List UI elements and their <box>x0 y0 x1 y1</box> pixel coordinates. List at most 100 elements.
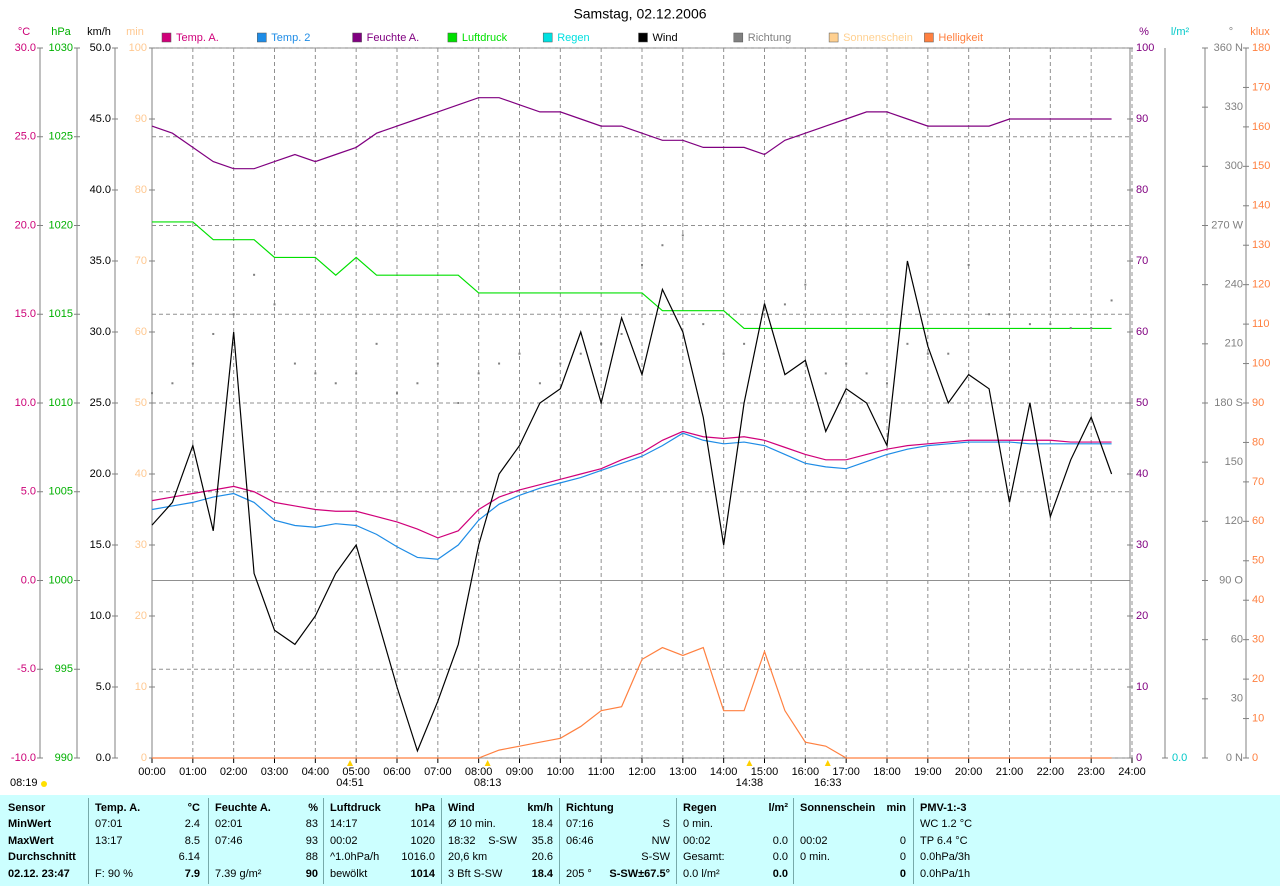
x-tick-label: 03:00 <box>261 766 289 778</box>
x-tick-label: 22:00 <box>1037 766 1065 778</box>
separator <box>559 798 560 884</box>
x-tick-label: 04:00 <box>302 766 330 778</box>
x-tick-label: 23:00 <box>1077 766 1105 778</box>
table-cell: 00:02 <box>330 834 358 847</box>
series-line <box>151 260 1113 753</box>
axis-unit: km/h <box>87 26 111 38</box>
direction-dot <box>1028 323 1031 326</box>
y-tick-label: 5.0 <box>96 681 111 693</box>
table-cell: 3 Bft S-SW <box>448 867 503 880</box>
y-tick-label: 1025 <box>49 131 73 143</box>
table-header: % <box>308 802 318 814</box>
y-tick-label: 270 W <box>1211 219 1243 231</box>
legend-swatch <box>733 32 744 43</box>
y-tick-label: 30 <box>135 539 147 551</box>
table-cell: 8.5 <box>184 834 200 847</box>
separator <box>208 798 209 884</box>
table-cell: 20.6 <box>531 851 553 863</box>
x-tick-label: 07:00 <box>424 766 452 778</box>
direction-dot <box>702 323 705 326</box>
direction-dot <box>355 372 358 375</box>
y-tick-label: 60 <box>1231 634 1243 646</box>
direction-dot <box>416 382 419 385</box>
table-cell: 205 ° <box>566 867 592 880</box>
direction-dot <box>396 392 398 395</box>
y-tick-label: 130 <box>1252 239 1270 251</box>
direction-dot <box>947 352 950 355</box>
table-cell: 06:46 <box>566 834 594 847</box>
y-tick-label: 0 <box>1136 752 1142 764</box>
y-tick-label: 40.0 <box>90 184 111 196</box>
direction-dot <box>681 234 684 237</box>
y-tick-label: 300 <box>1225 160 1243 172</box>
y-tick-label: 160 <box>1252 121 1270 133</box>
y-tick-label: 10 <box>1252 712 1264 724</box>
x-tick-label: 21:00 <box>996 766 1024 778</box>
table-cell: 1014 <box>410 818 435 830</box>
y-tick-label: 90 <box>135 113 147 125</box>
table-cell: 88 <box>305 851 318 863</box>
direction-dot <box>191 362 194 365</box>
table-cell: 6.14 <box>178 851 200 863</box>
y-tick-label: 360 N <box>1214 42 1243 54</box>
table-cell: 18.4 <box>531 867 553 880</box>
series-line <box>152 646 1112 759</box>
y-tick-label: 60 <box>1252 515 1264 527</box>
x-tick-label: 24:00 <box>1118 766 1146 778</box>
x-tick-label: 19:00 <box>914 766 942 778</box>
table-header: hPa <box>414 802 435 814</box>
y-tick-label: 10.0 <box>15 397 36 409</box>
y-tick-label: 1010 <box>49 397 73 409</box>
table-cell: 07:16 <box>566 818 594 830</box>
x-tick-label: 10:00 <box>547 766 575 778</box>
table-cell: NW <box>651 834 670 847</box>
y-tick-label: 170 <box>1252 81 1270 93</box>
y-tick-label: 15.0 <box>15 308 36 320</box>
axis-unit: min <box>126 26 144 38</box>
chart-title: Samstag, 02.12.2006 <box>573 6 706 22</box>
table-header: Richtung <box>566 802 614 814</box>
legend-label: Wind <box>653 32 678 44</box>
direction-dot <box>1008 313 1011 316</box>
sun-marker <box>746 760 753 766</box>
y-tick-label: 20 <box>135 610 147 622</box>
table-cell: 18:32 <box>448 834 476 847</box>
direction-dot <box>906 342 909 345</box>
direction-dot <box>253 273 256 276</box>
series-line <box>152 221 1112 330</box>
legend-swatch <box>447 32 458 43</box>
y-tick-label: 995 <box>55 663 73 675</box>
table-cell: TP 6.4 °C <box>920 834 968 847</box>
table-cell: 02.12. 23:47 <box>8 867 70 880</box>
direction-dot <box>620 332 623 335</box>
direction-dot <box>988 313 991 316</box>
y-tick-label: 40 <box>1136 468 1148 480</box>
legend-label: Temp. A. <box>176 32 219 44</box>
series-line <box>151 430 1112 539</box>
legend-swatch <box>161 32 172 43</box>
summary-table: Sensor MinWert MaxWert Durchschnitt 02.12. 2… <box>0 795 1280 886</box>
y-tick-label: 150 <box>1252 160 1270 172</box>
axis-unit: °C <box>18 26 30 38</box>
y-tick-label: 120 <box>1252 279 1270 291</box>
table-header: Wind <box>448 802 475 814</box>
legend-label: Helligkeit <box>938 32 983 44</box>
table-cell: Durchschnitt <box>8 851 76 863</box>
table-header: Sensor <box>8 802 46 814</box>
y-tick-label: 0 <box>1252 752 1258 764</box>
y-tick-label: 0.0 <box>21 574 36 586</box>
axis-unit: % <box>1139 26 1149 38</box>
table-header: Temp. A. <box>95 802 141 814</box>
table-cell: 02:01 <box>215 818 243 830</box>
marker-label: 08:13 <box>474 777 502 789</box>
y-tick-label: 35.0 <box>90 255 111 267</box>
y-tick-label: 70 <box>1136 255 1148 267</box>
direction-dot <box>926 352 929 355</box>
y-tick-label: 60 <box>135 326 147 338</box>
table-cell: 07:46 <box>215 834 243 847</box>
separator <box>676 798 677 884</box>
marker-label: 14:38 <box>736 777 764 789</box>
x-tick-label: 05:00 <box>342 766 370 778</box>
separator <box>323 798 324 884</box>
